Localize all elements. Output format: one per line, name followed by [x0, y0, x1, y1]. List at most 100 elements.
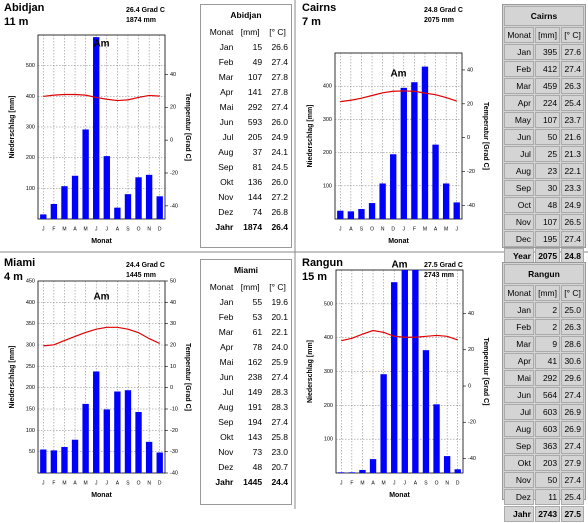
precipitation-bar	[380, 374, 387, 473]
y2-tick-label: 0	[467, 135, 470, 141]
precipitation-bar	[82, 403, 89, 473]
y2-tick-label: -40	[170, 203, 178, 209]
table-cell: Dec	[504, 231, 534, 247]
precipitation-bar	[50, 450, 58, 473]
table-row: Mar 459 26.3	[504, 78, 584, 94]
x-tick-label: O	[435, 480, 439, 486]
table-title: Rangun	[504, 264, 584, 284]
mean-temperature: 27.5 Grad C	[424, 262, 463, 269]
table-row: Jul 603 26.9	[504, 404, 584, 420]
header-cell: [mm]	[240, 282, 260, 292]
table-cell: 26.6	[271, 42, 288, 52]
precipitation-bar	[124, 390, 132, 473]
table-cell: Sep	[218, 162, 234, 172]
table-cell: Jul	[222, 387, 234, 397]
x-tick-label: J	[455, 226, 458, 232]
precipitation-bar	[368, 203, 376, 219]
table-row: Feb 412 27.4	[504, 61, 584, 77]
x-tick-label: M	[84, 226, 88, 232]
table-cell: 195	[534, 231, 561, 247]
precipitation-bar	[50, 203, 58, 219]
table-cell: 21.6	[561, 129, 584, 145]
y2-tick-label: -20	[467, 169, 475, 175]
temperature-line	[43, 93, 160, 102]
y-tick-label: 250	[26, 364, 35, 370]
y-tick-label: 400	[323, 84, 332, 90]
table-cell: 22.1	[271, 327, 288, 337]
table-row: Okt 203 27.9	[504, 455, 584, 471]
table-row: Aug 191 28.3	[202, 400, 290, 414]
table-cell: Jun	[504, 129, 534, 145]
annual-precipitation: 2075 mm	[424, 17, 454, 24]
x-tick-label: J	[95, 480, 98, 486]
y2-tick-label: -10	[170, 406, 178, 412]
table-cell: 48	[252, 462, 263, 472]
table-cell: 363	[534, 438, 561, 454]
x-tick-label: S	[424, 480, 428, 486]
table-row: Jun 564 27.4	[504, 387, 584, 403]
y2-axis-title: Temperatur [Grad C]	[184, 93, 191, 161]
table-cell: 191	[247, 402, 263, 412]
table-cell: Dez	[218, 207, 234, 217]
climate-class: Am	[390, 69, 406, 80]
table-cell: 144	[247, 192, 263, 202]
table-row: Apr 224 25.4	[504, 95, 584, 111]
table-row: Okt 143 25.8	[202, 430, 290, 444]
station-name: Cairns	[302, 2, 336, 14]
table: Abidjan Monat [mm] [° C] Jan 15 26.6 Feb 49 27.4 M…	[201, 5, 291, 235]
x-tick-label: D	[456, 480, 460, 486]
table-row: Dec 195 27.4	[504, 231, 584, 247]
precipitation-bar	[401, 270, 408, 473]
bars	[40, 371, 163, 473]
x-tick-label: J	[95, 226, 98, 232]
y-axis-title: Niederschlag [mm]	[9, 345, 16, 408]
table-row: Nov 144 27.2	[202, 190, 290, 204]
climate-class: Am	[93, 39, 109, 50]
y-tick-label: 500	[26, 63, 35, 69]
header-cell: Monat	[504, 27, 534, 43]
table-cell: 55	[252, 297, 263, 307]
table-cell: 25.8	[271, 432, 288, 442]
footer-cell: 2743	[534, 506, 561, 522]
table-row: Mar 107 27.8	[202, 70, 290, 84]
table-cell: Jun	[219, 372, 234, 382]
table-row: Sep 30 23.3	[504, 180, 584, 196]
table-cell: 19.6	[271, 297, 288, 307]
y2-tick-label: 10	[170, 364, 176, 370]
y-tick-label: 200	[26, 385, 35, 391]
precipitation-bar	[156, 196, 163, 219]
table-cell: 27.4	[271, 372, 288, 382]
y-tick-label: 150	[26, 406, 35, 412]
table-row: Jan 395 27.6	[504, 44, 584, 60]
table-cell: 27.4	[271, 417, 288, 427]
table-cell: 28.6	[561, 336, 584, 352]
table-cell: 26.5	[561, 214, 584, 230]
table-cell: 28.3	[271, 387, 288, 397]
x-tick-label: J	[403, 226, 406, 232]
precipitation-bar	[411, 82, 418, 219]
table-cell: 30	[534, 180, 561, 196]
x-tick-label: M	[360, 480, 364, 486]
table-cell: Apr	[504, 95, 534, 111]
precipitation-bar	[453, 202, 460, 219]
y2-tick-label: 0	[170, 138, 173, 144]
table-cell: Apr	[220, 87, 234, 97]
table-cell: 25	[534, 146, 561, 162]
table-cell: 238	[247, 372, 263, 382]
y2-tick-label: 20	[170, 342, 176, 348]
precipitation-bar	[390, 154, 397, 219]
x-tick-label: A	[116, 226, 120, 232]
table-row: Aug 603 26.9	[504, 421, 584, 437]
x-tick-label: A	[73, 480, 77, 486]
footer-cell: Jahr	[215, 477, 234, 487]
table-cell: 25.9	[271, 357, 288, 367]
table-cell: 29.6	[561, 370, 584, 386]
table-title: Miami	[233, 265, 259, 275]
climate-table: Cairns Monat [mm] [° C] Jan 395 27.6 Feb 412 27.4…	[502, 4, 586, 264]
table-cell: Mai	[219, 102, 234, 112]
table-row: Jun 50 21.6	[504, 129, 584, 145]
x-axis-title: Monat	[389, 492, 410, 499]
table-cell: 24.9	[561, 197, 584, 213]
table-row: Aug 23 22.1	[504, 163, 584, 179]
y2-tick-label: -30	[170, 449, 178, 455]
